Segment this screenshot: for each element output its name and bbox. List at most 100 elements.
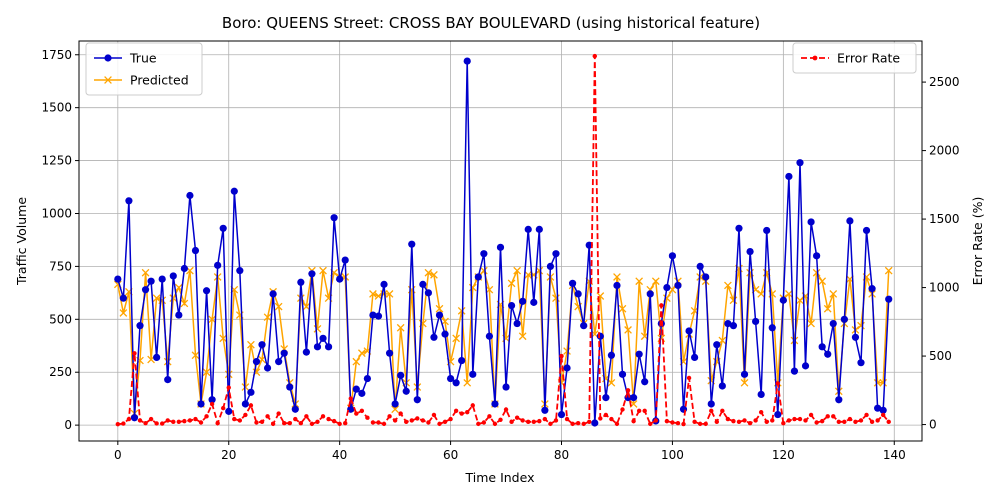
data-point: [153, 353, 161, 362]
data-point: [396, 323, 405, 332]
y-tick-label: 1000: [41, 206, 72, 220]
data-point: [686, 375, 692, 381]
legend-item: Error Rate: [801, 51, 900, 66]
data-point: [646, 290, 654, 298]
data-point: [520, 418, 525, 423]
data-point: [587, 419, 592, 425]
data-point: [485, 332, 494, 340]
data-point: [758, 410, 764, 415]
data-point: [474, 273, 482, 281]
data-point: [885, 295, 893, 303]
data-point: [435, 311, 444, 319]
data-point: [337, 421, 342, 427]
data-point: [208, 315, 216, 324]
data-point: [492, 421, 498, 427]
data-point: [336, 275, 344, 283]
data-point: [524, 225, 532, 233]
y-right-tick-label: 2500: [929, 75, 960, 89]
data-point: [125, 197, 133, 205]
data-point: [415, 416, 420, 421]
data-point: [452, 379, 460, 387]
data-point: [315, 419, 320, 425]
data-point: [248, 403, 254, 408]
data-point: [287, 420, 292, 426]
data-point: [392, 418, 398, 423]
data-point: [374, 292, 383, 300]
data-point: [531, 419, 536, 425]
legend-label: Error Rate: [837, 51, 900, 66]
y-right-tick-label: 2000: [929, 144, 960, 158]
data-point: [840, 315, 848, 323]
data-point: [829, 290, 838, 298]
data-point: [575, 420, 581, 426]
data-point: [591, 419, 599, 427]
data-point: [164, 376, 172, 384]
y-tick-label: 250: [49, 365, 72, 379]
data-point: [286, 383, 294, 391]
data-point: [220, 405, 226, 411]
data-point: [132, 351, 137, 356]
data-point: [263, 313, 272, 322]
data-point: [746, 247, 754, 256]
data-point: [770, 418, 775, 423]
data-point: [518, 332, 527, 341]
data-point: [491, 400, 499, 408]
data-point: [775, 381, 781, 386]
data-point: [357, 349, 366, 358]
data-point: [224, 370, 233, 379]
data-point: [458, 356, 466, 365]
data-point: [442, 419, 448, 425]
data-point: [226, 385, 231, 390]
data-point: [380, 280, 388, 288]
data-point: [548, 421, 553, 427]
data-point: [270, 421, 276, 427]
data-point: [363, 374, 371, 383]
data-point: [137, 418, 143, 423]
data-point: [481, 420, 487, 425]
data-point: [331, 418, 337, 424]
data-point: [254, 420, 259, 425]
data-point: [886, 419, 891, 425]
data-point: [873, 378, 882, 387]
data-point: [476, 421, 481, 427]
data-point: [309, 421, 315, 427]
data-point: [237, 418, 243, 423]
data-point: [836, 419, 842, 425]
data-point: [862, 226, 871, 235]
data-point: [509, 419, 514, 425]
data-point: [763, 226, 771, 235]
data-point: [274, 302, 283, 311]
data-point: [186, 191, 194, 200]
data-point: [431, 412, 437, 418]
data-point: [519, 297, 527, 305]
data-point: [675, 420, 681, 426]
data-point: [152, 294, 161, 303]
data-point: [496, 243, 505, 251]
data-point: [514, 415, 520, 420]
data-point: [269, 290, 277, 298]
data-point: [609, 416, 614, 422]
y-tick-label: 0: [64, 418, 72, 432]
data-point: [819, 418, 825, 424]
data-point: [487, 414, 492, 419]
data-point: [437, 421, 442, 427]
data-point: [807, 218, 815, 226]
data-point: [324, 343, 333, 351]
data-point: [724, 319, 732, 328]
data-point: [208, 396, 216, 404]
data-point: [326, 416, 331, 422]
data-point: [824, 350, 832, 358]
data-point: [498, 417, 503, 422]
data-point: [718, 382, 726, 390]
data-point: [503, 407, 509, 412]
chart-title: Boro: QUEENS Street: CROSS BAY BOULEVARD…: [222, 14, 760, 32]
data-point: [119, 294, 127, 302]
data-point: [752, 317, 760, 326]
data-point: [143, 420, 148, 426]
y-axis-right-label: Error Rate (%): [970, 197, 985, 286]
data-point: [165, 418, 170, 423]
data-point: [180, 299, 189, 308]
data-point: [724, 281, 732, 290]
data-point: [659, 303, 664, 308]
